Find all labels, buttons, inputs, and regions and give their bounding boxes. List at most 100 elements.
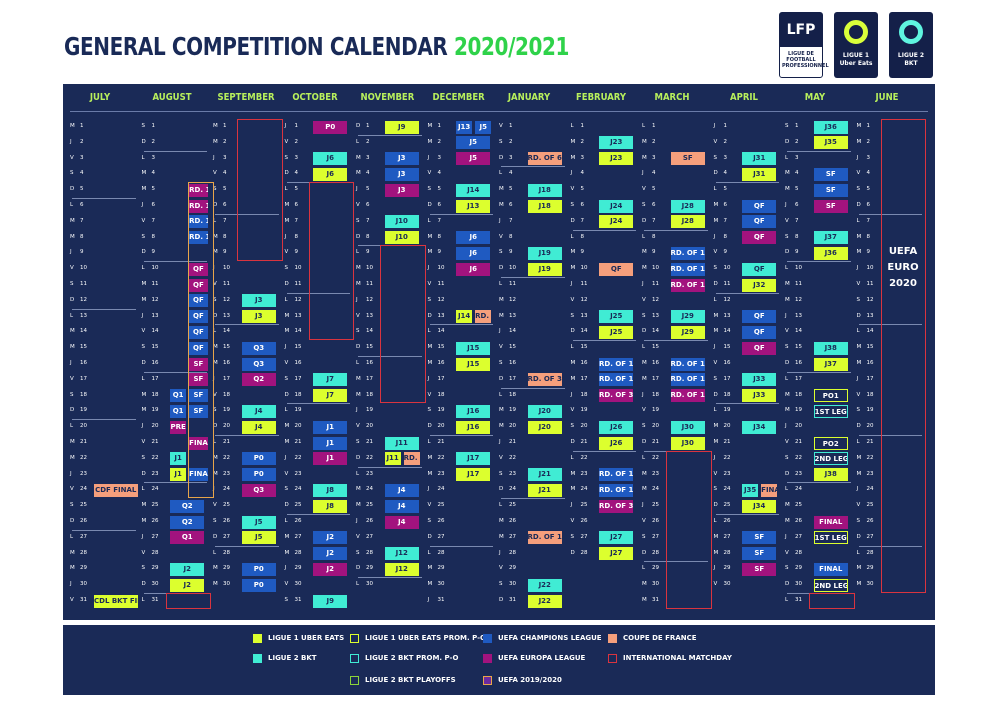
day-number: 25 [366, 502, 373, 509]
day-number: 23 [795, 470, 802, 477]
month-header-january: JANUARY [507, 92, 551, 103]
day-letter: M [713, 423, 719, 430]
day-number: 25 [580, 502, 588, 509]
day-cell: M 28 [714, 546, 782, 562]
ligue2-logo-caption: LIGUE 2 BKT [897, 52, 925, 67]
day-number: 11 [509, 281, 516, 287]
day-number: 6 [509, 202, 513, 208]
day-cell: V 18 [857, 388, 925, 404]
day-number: 4 [723, 170, 728, 177]
day-letter: V [856, 170, 861, 177]
day-cell: M 24 [571, 482, 639, 498]
day-letter: M [427, 470, 433, 477]
day-letter: M [213, 138, 218, 145]
event-badge: RD. OF 32 [527, 373, 562, 387]
event-badge: J35 [813, 136, 848, 150]
day-letter: J [356, 186, 358, 193]
day-letter: M [427, 360, 433, 366]
day-letter: M [499, 296, 504, 303]
day-letter: D [570, 549, 575, 556]
day-cell: L 28 [213, 546, 281, 562]
day-cell: D 18 [285, 388, 353, 404]
day-number: 29 [80, 565, 87, 572]
day-number: 7 [223, 217, 227, 224]
month-header-december: DECEMBER [432, 92, 485, 103]
day-letter: L [427, 217, 431, 224]
day-cell: S 29 [785, 561, 853, 577]
day-cell: V 29 [499, 561, 567, 577]
day-number: 13 [294, 312, 302, 319]
day-number: 11 [795, 281, 802, 287]
day-letter: L [570, 344, 574, 351]
day-cell: D 14 [571, 324, 639, 340]
uefa-2019-2020-box [187, 182, 214, 499]
day-number: 15 [151, 344, 159, 351]
event-badge: J14 [456, 183, 491, 197]
day-letter: S [141, 454, 146, 461]
week-divider [143, 150, 207, 152]
day-cell: V 28 [142, 546, 210, 562]
event-badge: SF [189, 357, 208, 371]
day-number: 4 [509, 170, 513, 177]
day-number: 14 [80, 328, 87, 335]
day-number: 14 [437, 328, 445, 335]
day-cell: M 20 [499, 419, 567, 435]
day-letter: L [427, 549, 431, 556]
day-number: 16 [652, 360, 659, 366]
day-number: 11 [294, 281, 302, 287]
day-letter: D [356, 344, 361, 351]
day-cell: L 10 [785, 261, 853, 277]
day-letter: V [856, 281, 861, 287]
legend-swatch [483, 676, 492, 685]
day-letter: M [141, 502, 147, 509]
day-number: 2 [866, 138, 871, 145]
day-number: 23 [509, 470, 516, 477]
week-divider [572, 340, 636, 342]
day-cell: S 24 [714, 482, 782, 498]
day-letter: V [499, 344, 503, 351]
day-number: 20 [509, 423, 516, 430]
day-letter: J [356, 518, 358, 524]
day-number: 16 [866, 360, 874, 366]
day-number: 8 [795, 233, 799, 240]
day-cell: J 15 [714, 340, 782, 356]
day-number: 3 [795, 154, 799, 161]
day-letter: M [356, 154, 361, 161]
day-letter: L [570, 123, 574, 129]
day-cell: M 27 [499, 530, 567, 546]
day-letter: S [499, 360, 503, 366]
day-cell: V 11 [213, 277, 281, 293]
week-divider [429, 545, 493, 547]
day-number: 3 [580, 154, 585, 161]
day-number: 18 [80, 391, 87, 398]
day-number: 9 [294, 249, 299, 256]
event-badge: J34 [742, 499, 777, 513]
lfp-logo-subtext: LIGUE DE FOOTBALL PROFESSIONNEL [782, 51, 829, 69]
day-number: 20 [866, 423, 874, 430]
day-number: 18 [294, 391, 302, 398]
week-divider [215, 435, 279, 436]
day-cell: V 11 [428, 277, 496, 293]
event-badge: J38 [813, 341, 848, 355]
day-number: 10 [437, 265, 445, 272]
event-badge: J27 [599, 531, 634, 545]
day-number: 5 [723, 186, 728, 193]
month-header-august: AUGUST [151, 92, 192, 103]
day-letter: D [141, 249, 146, 256]
day-cell: D 20 [213, 419, 281, 435]
day-number: 28 [652, 549, 659, 556]
day-letter: S [570, 423, 575, 430]
event-badge: RD. 16 [189, 231, 208, 245]
day-cell: M 21 [714, 435, 782, 451]
day-number: 18 [866, 391, 874, 398]
day-number: 19 [366, 407, 373, 414]
